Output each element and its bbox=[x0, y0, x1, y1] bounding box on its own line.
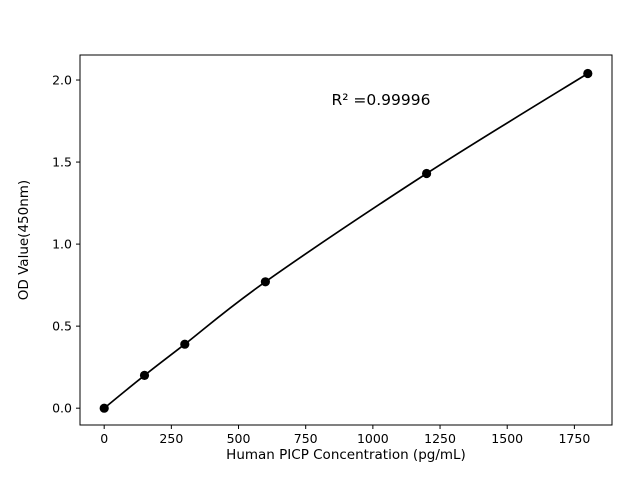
x-axis-label: Human PICP Concentration (pg/mL) bbox=[226, 447, 466, 463]
y-axis-label: OD Value(450nm) bbox=[16, 180, 32, 300]
y-tick-label: 1.5 bbox=[52, 155, 72, 170]
x-tick-label: 500 bbox=[227, 431, 251, 446]
data-point bbox=[583, 68, 593, 79]
x-tick-label: 0 bbox=[100, 431, 108, 446]
data-point bbox=[180, 339, 190, 349]
x-tick-label: 1250 bbox=[424, 431, 456, 446]
plot-frame bbox=[79, 54, 613, 426]
x-tick-label: 1000 bbox=[357, 431, 389, 446]
y-tick-label: 0.5 bbox=[52, 319, 72, 334]
x-tick-label: 1750 bbox=[558, 431, 590, 446]
x-tick-label: 250 bbox=[159, 431, 183, 446]
data-point bbox=[99, 403, 109, 413]
data-point bbox=[260, 277, 270, 287]
fit-line bbox=[103, 72, 589, 409]
x-tick-label: 750 bbox=[294, 431, 318, 446]
y-tick-label: 1.0 bbox=[52, 237, 72, 252]
x-tick-label: 1500 bbox=[491, 431, 523, 446]
r-squared-annotation: R² =0.99996 bbox=[332, 91, 431, 109]
data-point bbox=[422, 168, 432, 179]
plot-area: 0 250 500 750 1000 1250 1500 1750 0.0 0.5 1.0 1.5 2.… bbox=[52, 54, 613, 446]
y-tick-label: 2.0 bbox=[52, 73, 72, 88]
data-point bbox=[139, 370, 150, 380]
y-tick-label: 0.0 bbox=[52, 401, 72, 416]
